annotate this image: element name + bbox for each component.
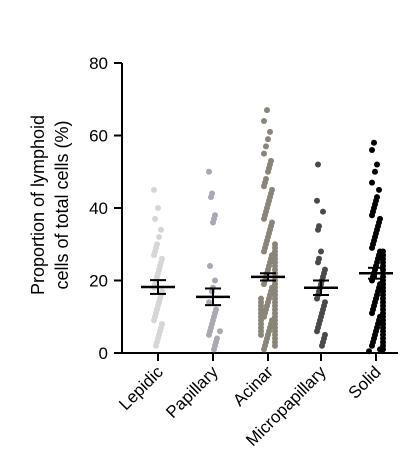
data-point-solid [369,212,375,219]
data-point-acinar [261,183,267,190]
y-axis-title: Proportion of lymphoid cells of total ce… [28,115,72,295]
data-point-lepidic [151,186,157,193]
data-point-micropapillary [315,161,321,168]
data-points [151,107,386,355]
data-point-solid [372,168,378,175]
data-point-solid [366,348,372,355]
data-point-lepidic [153,342,159,349]
data-point-acinar [267,128,273,135]
data-point-solid [371,139,377,146]
y-axis-title-line-2: cells of total cells (%) [52,120,72,289]
category-label-papillary: Papillary [162,362,222,422]
data-point-acinar [261,346,267,353]
y-tick-label: 40 [89,199,108,218]
y-axis-title-line-1: Proportion of lymphoid [28,115,48,295]
data-point-micropapillary [320,208,326,215]
data-point-acinar [261,215,267,222]
data-point-papillary [212,277,218,284]
category-label-acinar: Acinar [229,362,277,410]
data-point-acinar [261,281,267,288]
data-point-papillary [207,263,213,269]
data-point-papillary [206,331,212,338]
data-point-lepidic [151,317,157,324]
category-label-lepidic: Lepidic [115,362,167,414]
data-point-papillary [206,299,212,306]
data-point-micropapillary [318,248,324,255]
data-point-lepidic [151,252,157,259]
data-point-solid [369,179,375,186]
data-point-papillary [217,328,223,335]
y-tick-label: 80 [89,54,108,73]
data-point-papillary [208,194,214,201]
data-point-micropapillary [314,197,320,204]
data-point-solid [369,147,375,153]
data-point-acinar [261,150,267,157]
data-point-acinar [264,107,270,114]
data-point-acinar [272,342,278,349]
data-point-lepidic [158,226,164,233]
data-point-lepidic [156,234,162,240]
axes: 0 20 40 60 80 [89,54,398,363]
data-point-acinar [265,136,271,143]
data-point-solid [369,310,375,317]
data-point-acinar [258,331,264,338]
error-bars [141,266,393,307]
data-point-acinar [265,168,271,175]
y-tick-label: 0 [99,344,108,363]
data-point-acinar [261,118,267,124]
data-point-micropapillary [314,328,320,335]
data-point-micropapillary [314,295,320,302]
data-point-acinar [261,248,267,255]
data-point-solid [369,244,375,251]
category-label-solid: Solid [345,362,385,402]
y-tick-label: 60 [89,127,108,146]
data-point-lepidic [152,215,158,222]
y-tick-label: 20 [89,272,108,291]
data-point-micropapillary [315,226,321,233]
data-point-micropapillary [319,342,325,349]
data-point-micropapillary [315,259,321,266]
data-point-solid [380,346,386,353]
data-point-papillary [210,219,216,226]
data-point-papillary [211,346,217,353]
data-point-lepidic [155,205,161,211]
data-point-solid [369,342,375,349]
data-point-solid [374,161,380,168]
data-point-acinar [263,143,269,150]
data-point-papillary [206,168,212,175]
data-point-solid [376,186,382,193]
